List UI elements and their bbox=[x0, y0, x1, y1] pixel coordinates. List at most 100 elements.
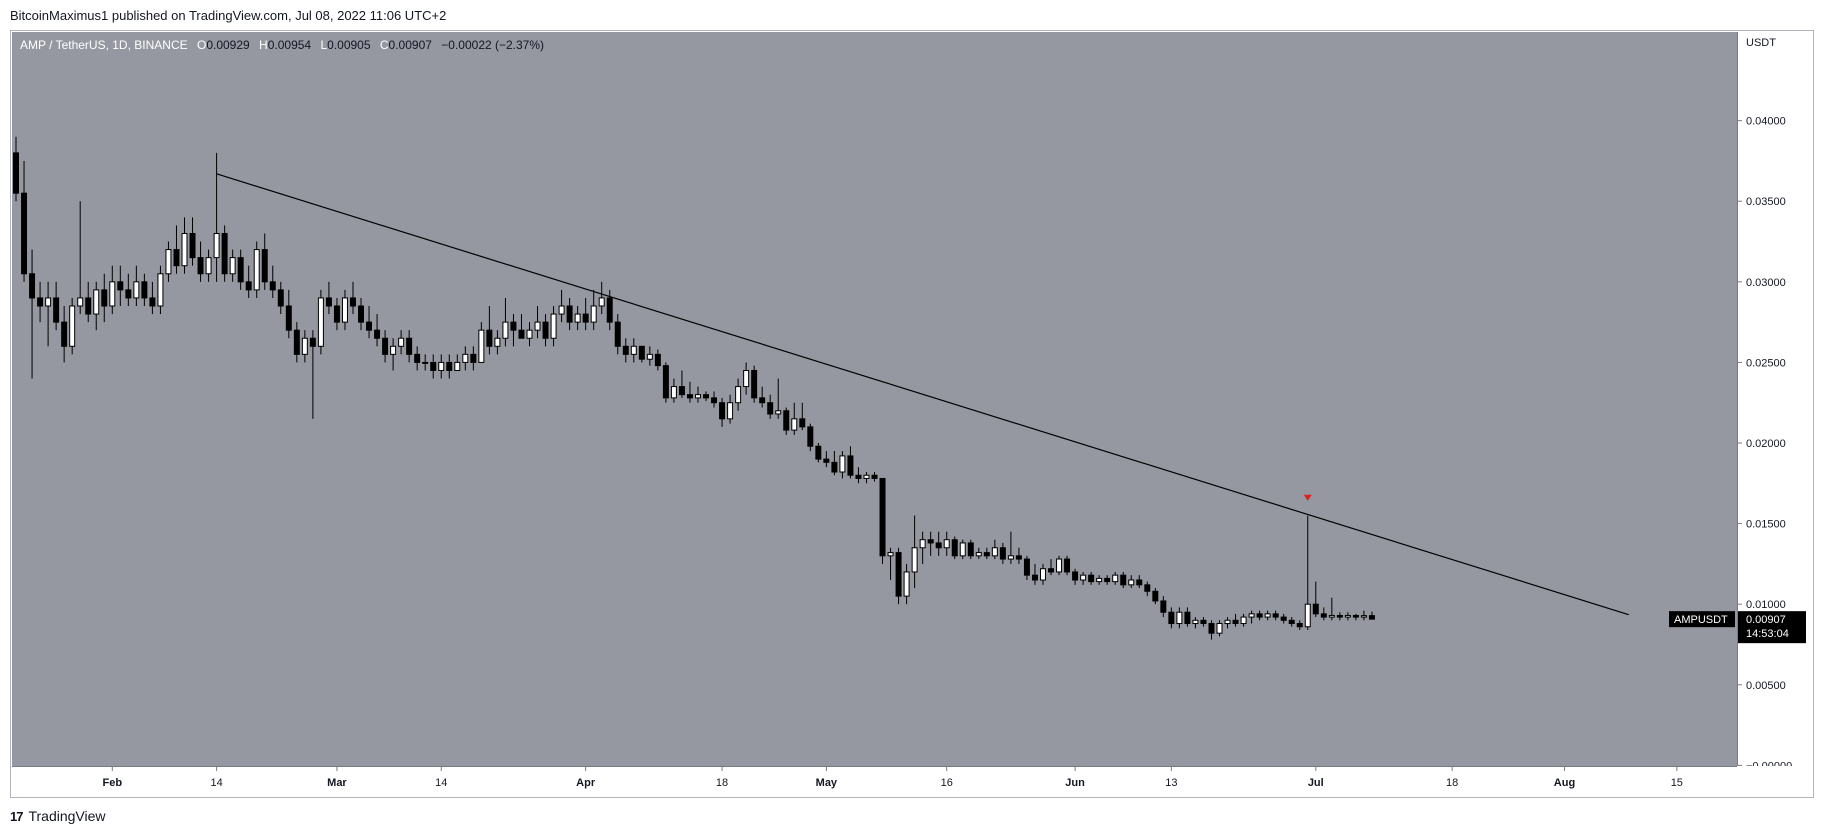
candle-body bbox=[213, 232, 220, 259]
candle bbox=[37, 281, 44, 323]
close-label: C bbox=[379, 38, 389, 52]
candle-body bbox=[622, 345, 629, 355]
candle bbox=[181, 217, 188, 274]
candle bbox=[77, 201, 84, 315]
current-price-value: 0.00907 bbox=[1746, 614, 1786, 626]
candle-body bbox=[534, 321, 541, 331]
candle bbox=[622, 338, 629, 363]
candle-body bbox=[1192, 619, 1199, 625]
candle-body bbox=[358, 305, 364, 323]
candle-body bbox=[799, 418, 806, 428]
high-value: 0.00954 bbox=[267, 38, 312, 52]
candle bbox=[855, 467, 862, 484]
candle-body bbox=[1248, 613, 1255, 618]
candle-body bbox=[221, 232, 228, 275]
candle-body bbox=[229, 257, 236, 275]
candle bbox=[695, 386, 701, 403]
candle bbox=[358, 297, 364, 331]
candle-body bbox=[1168, 611, 1175, 625]
candle bbox=[366, 306, 373, 339]
candle-body bbox=[566, 305, 573, 323]
candle bbox=[125, 273, 132, 307]
tradingview-brand: TradingView bbox=[28, 808, 106, 824]
candle-body bbox=[1304, 603, 1311, 628]
candle bbox=[895, 547, 902, 605]
price-scale[interactable]: 0.04000 0.03500 0.03000 0.02500 0.02000 0.015… bbox=[1737, 32, 1812, 772]
candle bbox=[486, 306, 493, 355]
candle bbox=[1248, 610, 1255, 624]
candle-body bbox=[1144, 584, 1151, 592]
candle-body bbox=[1031, 574, 1038, 581]
candle bbox=[534, 306, 541, 339]
candle bbox=[775, 378, 782, 419]
candle-body bbox=[109, 281, 116, 307]
candle-body bbox=[751, 369, 758, 399]
candle bbox=[1176, 607, 1183, 629]
candle bbox=[1096, 575, 1103, 585]
candle-body bbox=[189, 232, 196, 259]
candle-body bbox=[1096, 577, 1103, 583]
candle bbox=[759, 386, 766, 408]
candle bbox=[743, 362, 750, 395]
candle-body bbox=[1320, 613, 1327, 618]
candle bbox=[1288, 617, 1295, 627]
time-tick-label: Feb bbox=[103, 777, 123, 789]
candle bbox=[550, 306, 557, 347]
open-label: O bbox=[196, 38, 207, 52]
candle-body bbox=[670, 386, 677, 399]
candle bbox=[582, 297, 589, 331]
candle bbox=[101, 273, 108, 323]
candle-body bbox=[53, 297, 60, 323]
candle-body bbox=[935, 542, 942, 549]
candle bbox=[903, 563, 910, 605]
candle bbox=[446, 354, 453, 379]
candle bbox=[735, 378, 742, 411]
candle-body bbox=[1232, 619, 1239, 625]
candle-body bbox=[927, 539, 934, 544]
time-scale[interactable]: Feb 14 Mar 14 Apr 18 May 16 Jun 13 Jul 18 Aug 15 bbox=[12, 766, 1737, 796]
candle-body bbox=[1368, 615, 1375, 620]
tradingview-footer[interactable]: 17 TradingView bbox=[10, 808, 106, 824]
candle bbox=[614, 314, 621, 355]
candle bbox=[839, 451, 846, 479]
candle-body bbox=[1120, 574, 1127, 586]
candle bbox=[205, 249, 212, 282]
candle-body bbox=[350, 297, 356, 307]
candle-body bbox=[807, 426, 814, 447]
candle bbox=[630, 338, 637, 363]
candle-body bbox=[285, 305, 292, 331]
plot-area[interactable]: AMPUSDT AMP / TetherUS, 1D, BINANCE O0.0… bbox=[12, 32, 1737, 766]
candle-body bbox=[983, 552, 990, 557]
candle bbox=[1192, 617, 1199, 629]
price-tick-label: 0.02500 bbox=[1746, 357, 1786, 369]
candle bbox=[29, 249, 36, 379]
time-tick-label: Jun bbox=[1065, 777, 1085, 789]
candle bbox=[1216, 620, 1223, 637]
candle-body bbox=[1056, 558, 1063, 573]
candle-body bbox=[1184, 611, 1191, 625]
candle bbox=[61, 306, 68, 363]
candle-body bbox=[237, 257, 244, 283]
candle-body bbox=[117, 281, 124, 291]
open-value: 0.00929 bbox=[206, 38, 250, 52]
candle-body bbox=[959, 542, 966, 557]
candle bbox=[269, 265, 276, 298]
candle bbox=[686, 381, 693, 403]
candle bbox=[390, 338, 397, 371]
change-value: −0.00022 (−2.37%) bbox=[441, 38, 545, 52]
candle-body bbox=[759, 397, 766, 404]
candle-body bbox=[743, 369, 750, 388]
candle-body bbox=[943, 539, 950, 549]
candle-body bbox=[325, 297, 332, 307]
candle bbox=[510, 314, 517, 347]
candle-body bbox=[951, 539, 958, 557]
symbol-legend: AMP / TetherUS, 1D, BINANCE O0.00929 H0.… bbox=[20, 38, 544, 52]
candle bbox=[598, 281, 605, 315]
candle-body bbox=[703, 394, 709, 399]
candle-body bbox=[333, 305, 340, 323]
candle-body bbox=[775, 410, 782, 415]
candle-body bbox=[1112, 574, 1119, 583]
candle-body bbox=[21, 192, 28, 275]
candlestick-chart[interactable]: AMPUSDT bbox=[12, 32, 1737, 766]
candle-body bbox=[1224, 619, 1231, 625]
